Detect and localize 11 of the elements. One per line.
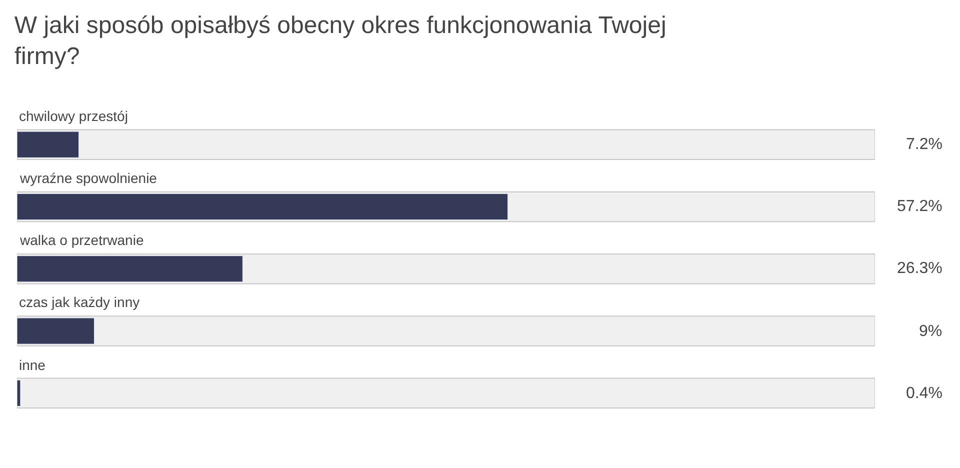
y-tick-label: czas jak każdy inny [19, 294, 140, 310]
data-label: 7.2% [906, 136, 942, 153]
data-label: 0.4% [906, 385, 942, 402]
data-label: 26.3% [897, 260, 942, 277]
chart-title: W jaki sposób opisałbyś obecny okres funkcjonowania Twojej firmy? [14, 12, 666, 70]
y-tick-label: inne [19, 357, 46, 373]
y-tick-label: chwilowy przestój [19, 108, 128, 124]
y-tick-label: walka o przetrwanie [19, 232, 144, 248]
data-label: 9% [919, 323, 942, 340]
data-label: 57.2% [897, 198, 942, 215]
y-tick-label: wyraźne spowolnienie [19, 170, 158, 186]
